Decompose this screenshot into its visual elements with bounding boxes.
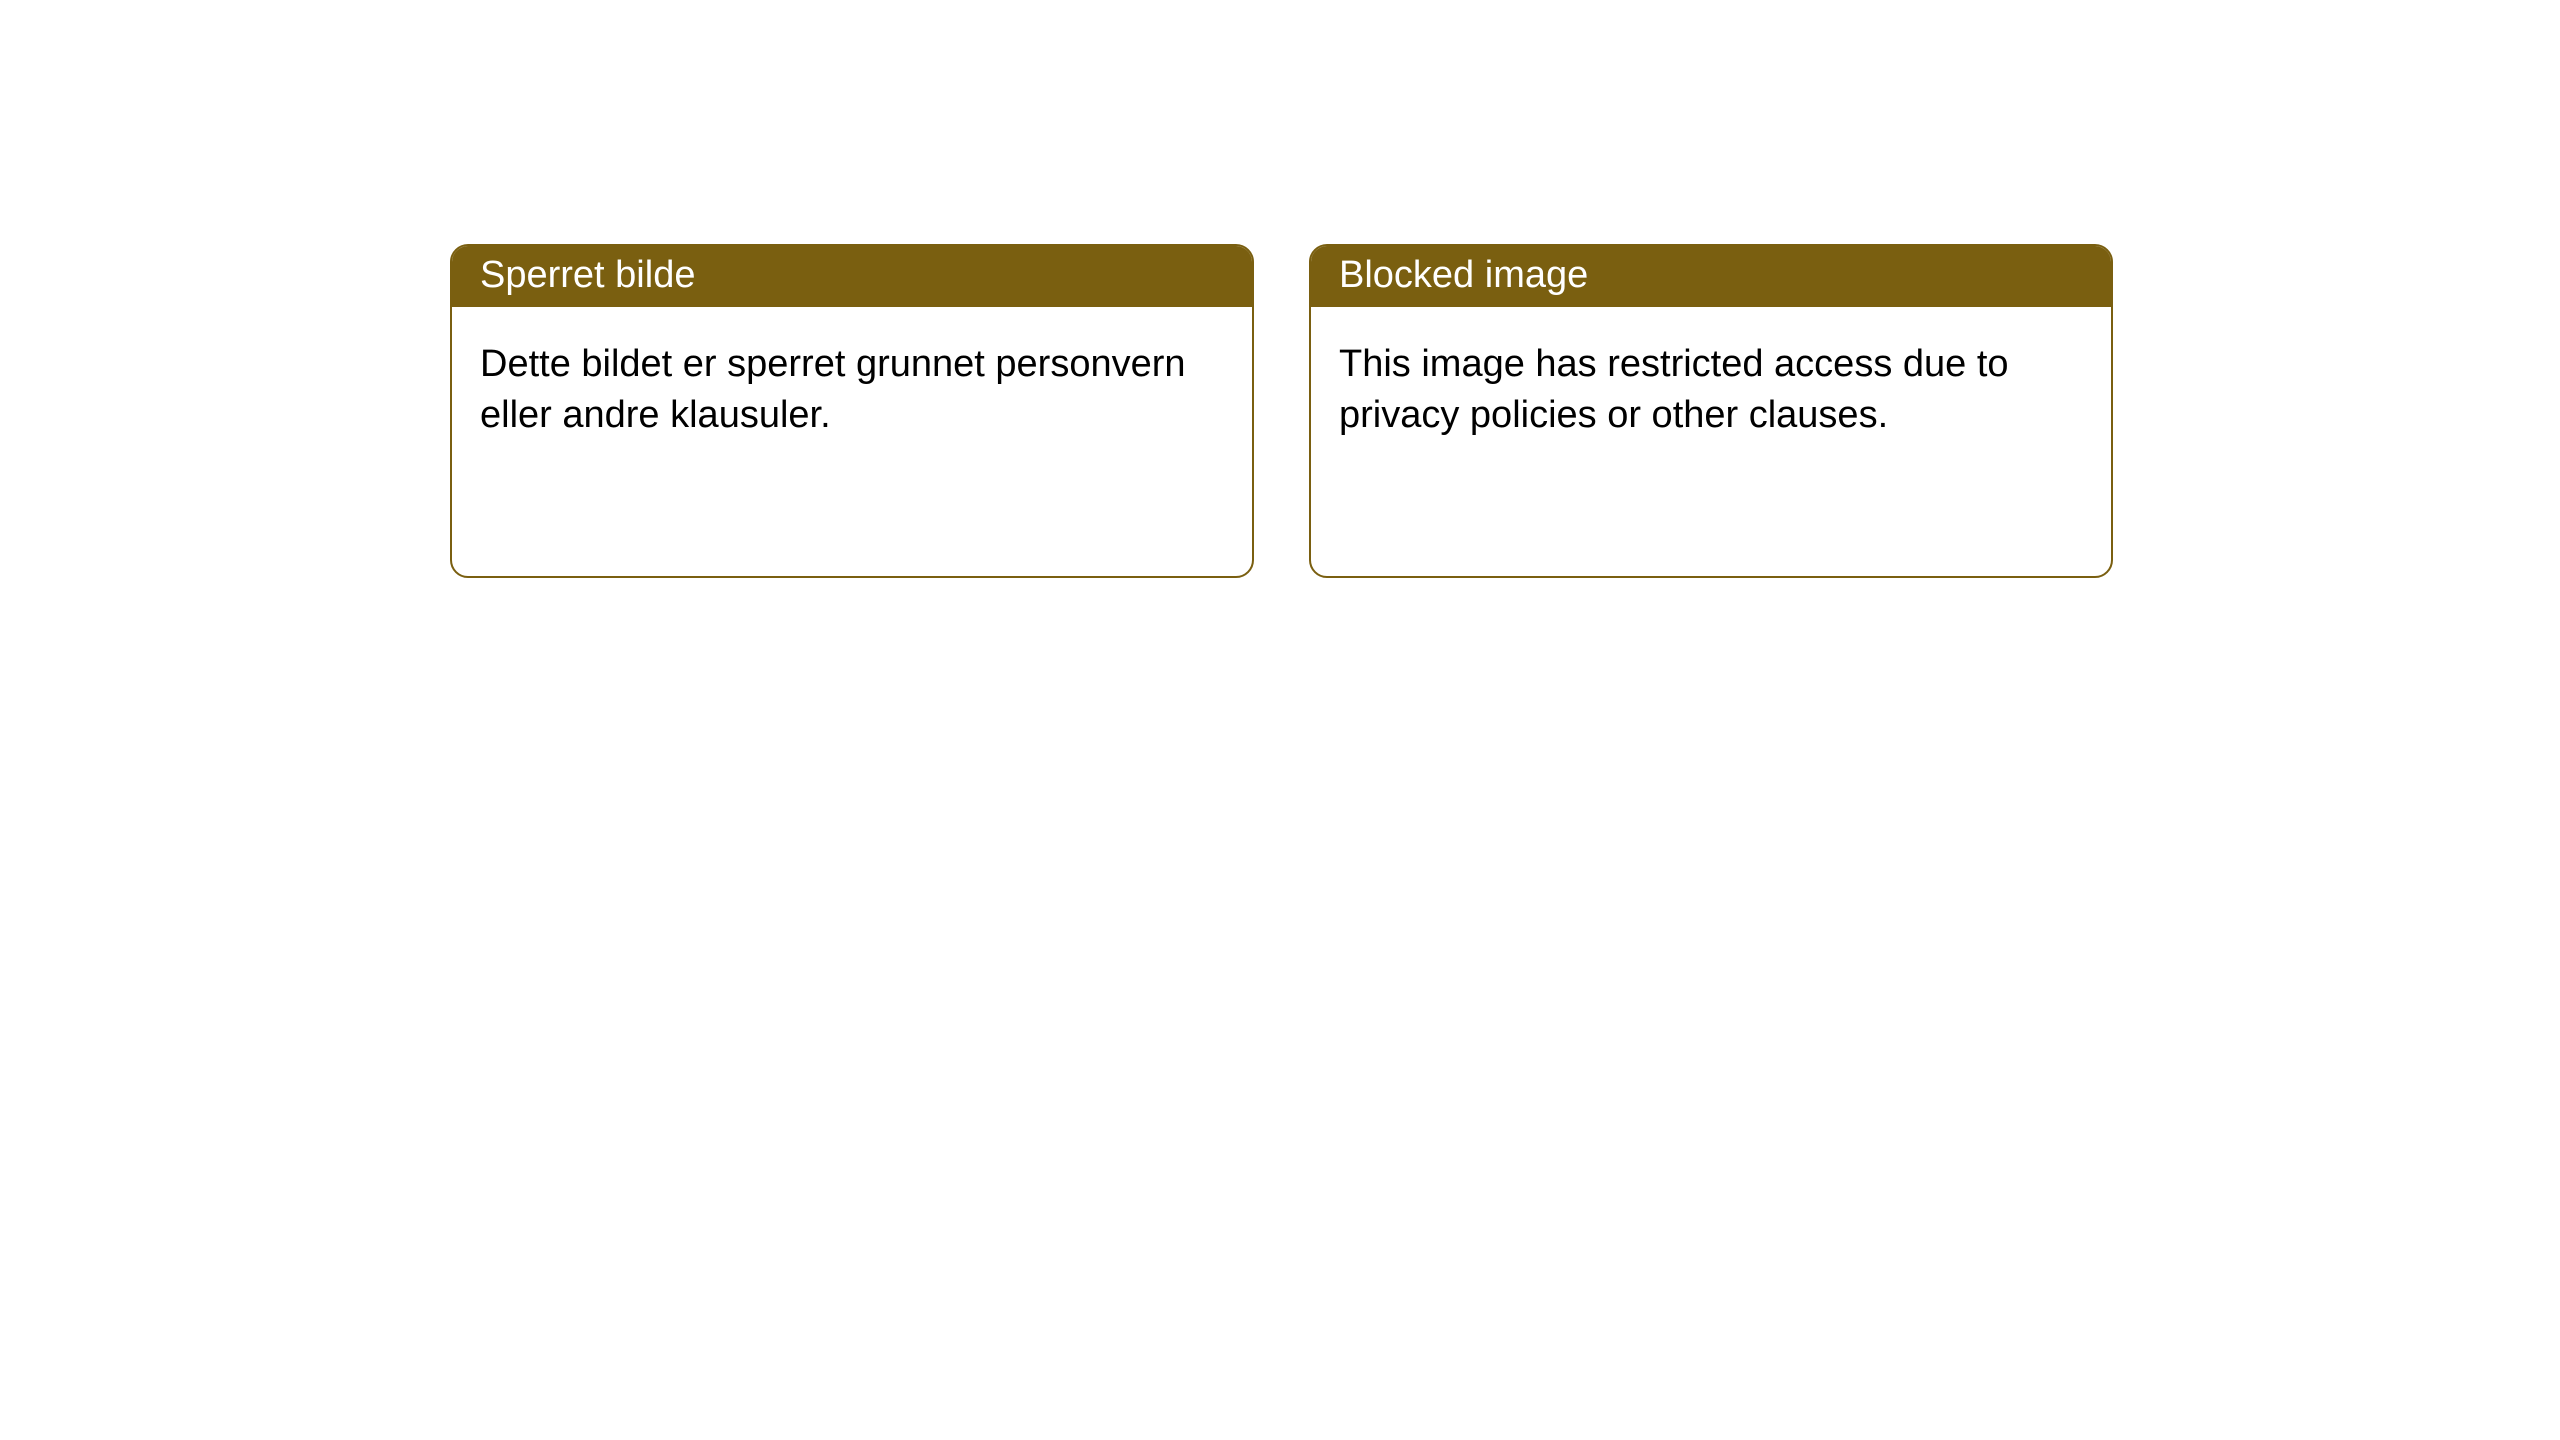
- notice-card-message: This image has restricted access due to …: [1339, 343, 2009, 436]
- notice-card-message: Dette bildet er sperret grunnet personve…: [480, 343, 1186, 436]
- notice-card-body: This image has restricted access due to …: [1311, 307, 2111, 474]
- notice-card-body: Dette bildet er sperret grunnet personve…: [452, 307, 1252, 474]
- notice-cards-container: Sperret bilde Dette bildet er sperret gr…: [450, 244, 2113, 578]
- notice-card-title: Blocked image: [1339, 254, 1588, 296]
- notice-card-header: Blocked image: [1311, 246, 2111, 307]
- notice-card-english: Blocked image This image has restricted …: [1309, 244, 2113, 578]
- notice-card-header: Sperret bilde: [452, 246, 1252, 307]
- notice-card-title: Sperret bilde: [480, 254, 695, 296]
- notice-card-norwegian: Sperret bilde Dette bildet er sperret gr…: [450, 244, 1254, 578]
